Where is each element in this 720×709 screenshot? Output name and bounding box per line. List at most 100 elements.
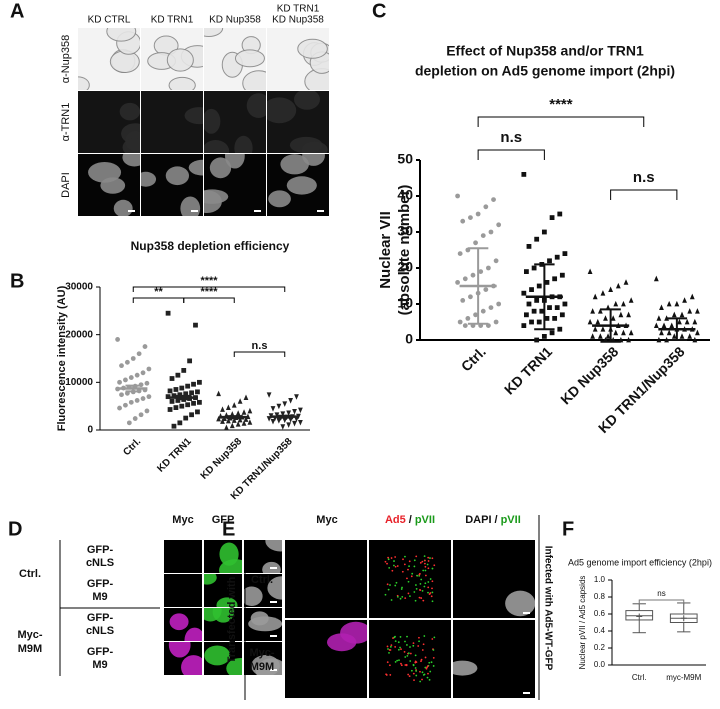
nucleus xyxy=(204,645,231,666)
data-point xyxy=(557,326,563,332)
panel-label: F xyxy=(562,518,574,540)
particle xyxy=(427,560,430,562)
micrograph xyxy=(369,620,451,698)
particle xyxy=(424,666,427,669)
header-part: pVII xyxy=(415,514,435,526)
particle xyxy=(422,599,425,602)
header-part: Ad5 xyxy=(385,514,406,526)
data-point xyxy=(457,319,463,325)
data-point xyxy=(600,326,606,332)
particle xyxy=(386,583,389,586)
particle xyxy=(431,557,434,560)
significance-label: n.s xyxy=(252,340,268,352)
data-point xyxy=(457,251,463,256)
data-point xyxy=(666,329,672,336)
y-tick-label: 40 xyxy=(397,187,413,203)
particle xyxy=(394,646,397,648)
data-point xyxy=(183,391,189,397)
micrograph-bg xyxy=(369,620,451,698)
nucleus xyxy=(267,97,297,124)
data-point xyxy=(292,409,297,415)
nucleus xyxy=(250,611,269,626)
panel-label: C xyxy=(372,0,386,22)
data-point xyxy=(664,315,670,321)
data-point xyxy=(478,269,484,274)
data-point xyxy=(695,308,700,314)
data-point xyxy=(621,300,626,307)
nucleus xyxy=(169,613,189,631)
particle xyxy=(406,635,408,638)
data-point xyxy=(280,424,286,430)
panel-label: D xyxy=(8,518,22,540)
particle xyxy=(431,638,434,640)
particle xyxy=(415,674,418,677)
row-label: M9 xyxy=(92,659,107,671)
nucleus xyxy=(122,154,140,167)
data-point xyxy=(547,305,552,310)
data-point xyxy=(623,279,629,285)
particle xyxy=(413,679,415,682)
particle xyxy=(393,564,395,567)
nucleus xyxy=(181,655,202,675)
micrograph xyxy=(204,574,242,607)
particle xyxy=(421,589,424,592)
particle xyxy=(423,585,426,588)
micrograph xyxy=(244,540,282,573)
nucleus xyxy=(166,48,194,72)
particle xyxy=(426,665,429,668)
particle xyxy=(423,562,426,565)
micrograph xyxy=(141,28,203,90)
row-label: GFP- xyxy=(87,578,114,590)
significance-bracket xyxy=(610,189,678,200)
particle xyxy=(407,568,409,571)
particle xyxy=(409,652,412,655)
particle xyxy=(420,658,423,661)
data-point xyxy=(554,305,560,310)
x-tick-label: KD TRN1 xyxy=(155,436,194,475)
micrograph xyxy=(267,91,329,153)
nucleus xyxy=(184,627,202,641)
x-tick-label: KD Nup358 xyxy=(557,343,621,407)
particle xyxy=(414,667,417,669)
particle xyxy=(428,593,431,595)
data-point xyxy=(140,396,146,401)
y-tick-label: 10000 xyxy=(65,377,93,388)
particle xyxy=(384,593,387,596)
particle xyxy=(402,558,404,561)
data-point xyxy=(597,308,603,314)
particle xyxy=(419,680,422,683)
column-header: Myc xyxy=(316,514,337,526)
particle xyxy=(428,661,431,664)
particle xyxy=(427,591,429,594)
y-tick-label: 0 xyxy=(87,425,93,436)
particle xyxy=(388,649,391,651)
column-header: KD Nup358 xyxy=(272,15,324,26)
micrograph xyxy=(78,154,140,216)
row-label: cNLS xyxy=(86,557,114,569)
column-header: Ad5/pVII xyxy=(385,514,435,526)
micrograph xyxy=(285,540,367,618)
data-point xyxy=(626,336,631,343)
particle xyxy=(390,644,393,646)
y-tick-label: 50 xyxy=(397,151,413,167)
particle xyxy=(398,659,400,661)
data-point xyxy=(531,308,537,314)
particle xyxy=(415,584,417,586)
significance-bracket xyxy=(183,297,235,303)
data-point xyxy=(165,310,171,316)
data-point xyxy=(134,372,140,378)
data-point xyxy=(544,316,550,321)
header-part: Myc xyxy=(316,514,337,526)
data-point xyxy=(547,258,552,264)
data-point xyxy=(664,336,670,343)
column-header: KD Nup358 xyxy=(209,15,261,26)
data-point xyxy=(189,390,194,396)
particle xyxy=(419,582,422,585)
row-label: M9 xyxy=(92,591,107,603)
row-label: Myc- xyxy=(249,647,274,659)
particle xyxy=(389,674,392,676)
data-point xyxy=(216,390,221,397)
particle xyxy=(393,636,396,639)
data-point xyxy=(674,300,680,307)
nucleus xyxy=(204,189,229,204)
